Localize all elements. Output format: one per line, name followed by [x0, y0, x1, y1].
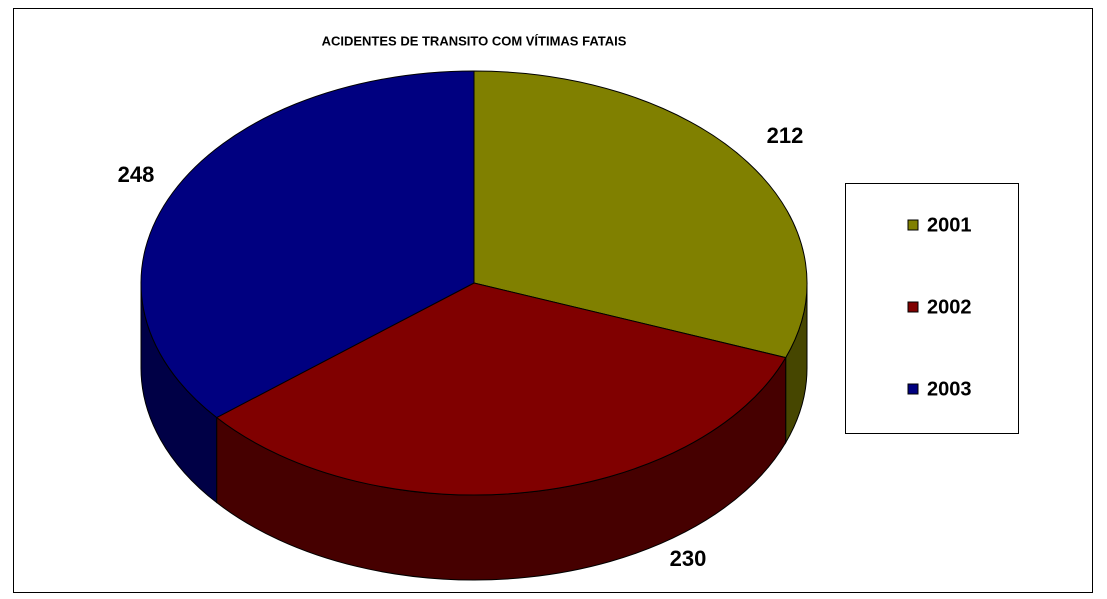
legend-swatch — [907, 383, 919, 395]
data-label: 248 — [118, 162, 155, 187]
data-labels: 212 230 248 — [118, 123, 804, 571]
legend-label: 2001 — [927, 214, 972, 236]
pie-tops — [140, 70, 808, 496]
legend-swatch — [907, 301, 919, 313]
data-label: 212 — [767, 123, 804, 148]
pie-slice — [140, 70, 475, 419]
legend-swatch — [907, 219, 919, 231]
pie-slice — [473, 70, 808, 359]
pie-sides — [140, 282, 808, 581]
legend-label: 2003 — [927, 378, 972, 400]
data-label: 230 — [670, 546, 707, 571]
legend-box — [845, 183, 1019, 434]
legend: 2001 2002 2003 — [907, 214, 972, 400]
legend-label: 2002 — [927, 296, 972, 318]
pie-slice — [215, 282, 787, 496]
chart-title: ACIDENTES DE TRANSITO COM VÍTIMAS FATAIS — [322, 33, 627, 48]
